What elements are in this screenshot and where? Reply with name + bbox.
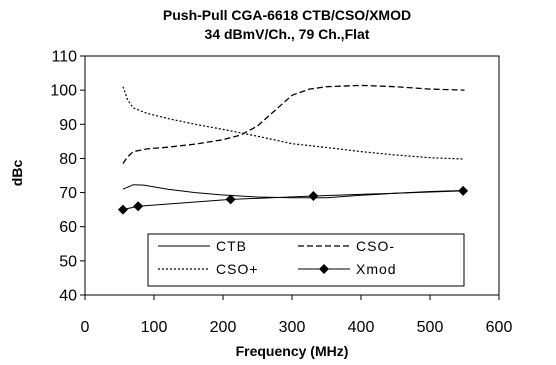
y-tick-label: 100: [50, 83, 77, 100]
x-tick-label: 500: [417, 319, 444, 336]
series-xmod: [117, 185, 469, 215]
series-layer: [117, 84, 469, 215]
legend-item: CSO-: [298, 238, 395, 254]
legend-box: [147, 233, 465, 287]
series-cso-: [122, 84, 465, 164]
x-tick-label: 100: [141, 319, 168, 336]
legend-item: Xmod: [298, 261, 397, 277]
legend: CTB CSO- CSO+ Xmod: [147, 233, 465, 287]
data-point-marker: [225, 194, 236, 205]
data-point-marker: [117, 204, 128, 215]
data-point-marker: [133, 201, 144, 212]
y-tick-label: 80: [59, 151, 77, 168]
legend-label: CTB: [216, 238, 247, 254]
y-tick-label: 60: [59, 219, 77, 236]
legend-label: CSO+: [216, 261, 259, 277]
legend-label: Xmod: [356, 261, 397, 277]
y-axis-ticks: 40 50 60 70 80 90 100 110: [50, 49, 85, 305]
legend-item: CSO+: [158, 261, 259, 277]
legend-item: CTB: [158, 238, 247, 254]
chart-subtitle: 34 dBmV/Ch., 79 Ch.,Flat: [205, 26, 370, 42]
x-tick-label: 200: [210, 319, 237, 336]
data-point-marker: [308, 190, 319, 201]
series-cso-: [122, 86, 465, 160]
series-line: [122, 184, 465, 199]
data-point-marker: [458, 185, 469, 196]
y-tick-label: 90: [59, 117, 77, 134]
x-axis-ticks: 0 100 200 300 400 500 600: [81, 295, 513, 336]
y-tick-label: 50: [59, 253, 77, 270]
y-tick-label: 110: [51, 49, 77, 66]
x-axis-label: Frequency (MHz): [236, 343, 349, 359]
series-ctb: [122, 184, 465, 199]
x-tick-label: 600: [486, 319, 513, 336]
y-tick-label: 40: [59, 288, 77, 305]
chart-title: Push-Pull CGA-6618 CTB/CSO/XMOD: [163, 7, 411, 23]
series-line: [122, 84, 465, 164]
y-axis-label: dBc: [9, 160, 25, 187]
x-tick-label: 0: [81, 319, 90, 336]
series-line: [122, 190, 464, 211]
x-tick-label: 300: [279, 319, 306, 336]
x-tick-label: 400: [348, 319, 375, 336]
legend-marker: [319, 264, 329, 274]
y-tick-label: 70: [59, 185, 77, 202]
series-line: [122, 86, 465, 160]
legend-label: CSO-: [356, 238, 395, 254]
